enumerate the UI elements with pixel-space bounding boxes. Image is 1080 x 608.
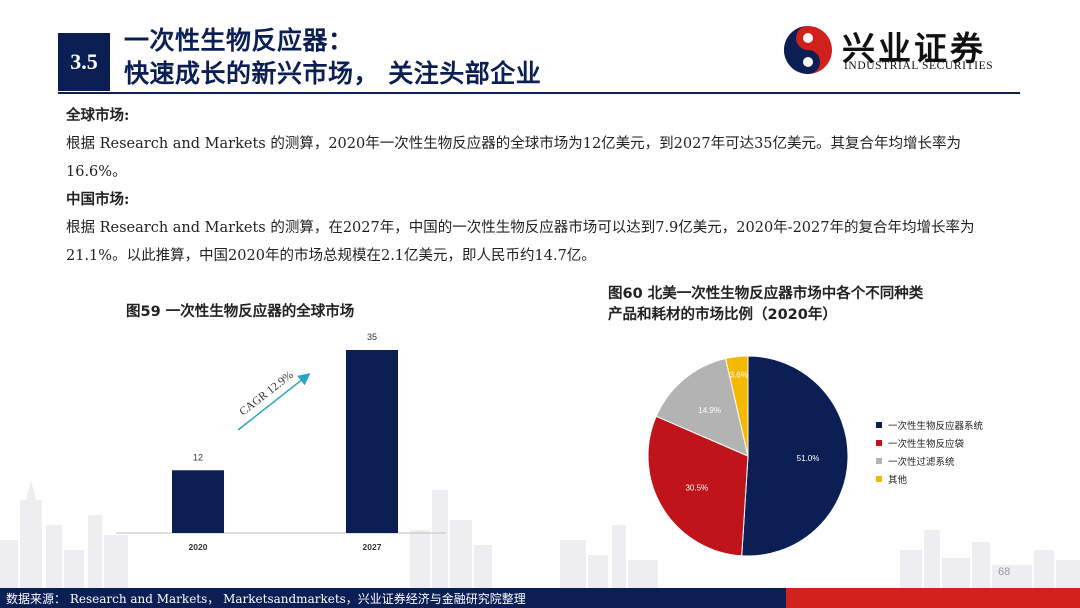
chart59-title: 图59 一次性生物反应器的全球市场 (126, 304, 355, 320)
pie-slice (741, 355, 849, 557)
footer-accent (786, 588, 1080, 608)
page-number: 68 (998, 566, 1011, 578)
pie-slice (647, 415, 749, 557)
legend-label: 一次性生物反应袋 (888, 439, 965, 450)
cagr-annotation: CAGR 12.9% (237, 369, 296, 418)
pie-slice (724, 355, 749, 457)
pie-value-label: 3.6% (730, 371, 748, 380)
cagr-arrow (237, 373, 311, 431)
global-market-text: 根据 Research and Markets 的测算，2020年一次性生物反应… (66, 136, 962, 180)
logo-mark-icon (784, 26, 832, 74)
logo-name-cn: 兴业证券 (842, 29, 986, 68)
page-title-line1: 一次性生物反应器： (124, 26, 354, 55)
bar-value-label: 35 (367, 332, 377, 342)
company-logo: 兴业证券 INDUSTRIAL SECURITIES (782, 22, 1022, 78)
bar (346, 350, 398, 533)
legend-swatch (876, 476, 882, 482)
footer-source: 数据来源： Research and Markets， Marketsandma… (6, 592, 526, 606)
legend-item: 一次性过滤系统 (876, 452, 983, 470)
footer-bar: 数据来源： Research and Markets， Marketsandma… (0, 588, 1080, 608)
page-title-line2: 快速成长的新兴市场， 关注头部企业 (124, 59, 542, 88)
pie-value-label: 51.0% (797, 454, 820, 463)
page-title: 一次性生物反应器： 快速成长的新兴市场， 关注头部企业 (124, 24, 541, 90)
pie-value-label: 14.9% (698, 406, 721, 415)
bar-value-label: 12 (193, 452, 203, 462)
global-market-bar-chart: 12 2020 35 2027 CAGR 12.9% (116, 332, 446, 552)
section-number-badge: 3.5 (58, 33, 110, 91)
legend-label: 一次性过滤系统 (888, 457, 955, 468)
pie-legend: 一次性生物反应器系统 一次性生物反应袋 一次性过滤系统 其他 (876, 416, 983, 488)
chart60-title-line2: 产品和耗材的市场比例（2020年） (608, 307, 837, 323)
legend-swatch (876, 422, 882, 428)
legend-swatch (876, 440, 882, 446)
chart60-title-line1: 图60 北美一次性生物反应器市场中各个不同种类 (608, 286, 924, 302)
bar (172, 470, 224, 533)
chart60-title: 图60 北美一次性生物反应器市场中各个不同种类 产品和耗材的市场比例（2020年… (608, 284, 923, 326)
x-tick-label: 2027 (363, 542, 382, 552)
pie-slice (655, 357, 749, 457)
china-market-text: 根据 Research and Markets 的测算，在2027年，中国的一次… (66, 220, 975, 264)
logo-name-en: INDUSTRIAL SECURITIES (844, 60, 994, 72)
legend-item: 其他 (876, 470, 983, 488)
legend-label: 一次性生物反应器系统 (888, 421, 984, 432)
legend-label: 其他 (888, 475, 908, 486)
product-share-pie-chart: 51.0% 30.5% 14.9% 3.6% (647, 355, 849, 557)
title-divider (58, 92, 1020, 94)
body-section: 全球市场: 根据 Research and Markets 的测算，2020年一… (66, 102, 1016, 270)
x-tick-label: 2020 (189, 542, 208, 552)
city-skyline-decoration (0, 480, 1080, 590)
pie-value-label: 30.5% (685, 483, 708, 492)
legend-item: 一次性生物反应袋 (876, 434, 983, 452)
china-market-heading: 中国市场: (66, 191, 130, 208)
legend-swatch (876, 458, 882, 464)
global-market-heading: 全球市场: (66, 107, 130, 124)
legend-item: 一次性生物反应器系统 (876, 416, 983, 434)
